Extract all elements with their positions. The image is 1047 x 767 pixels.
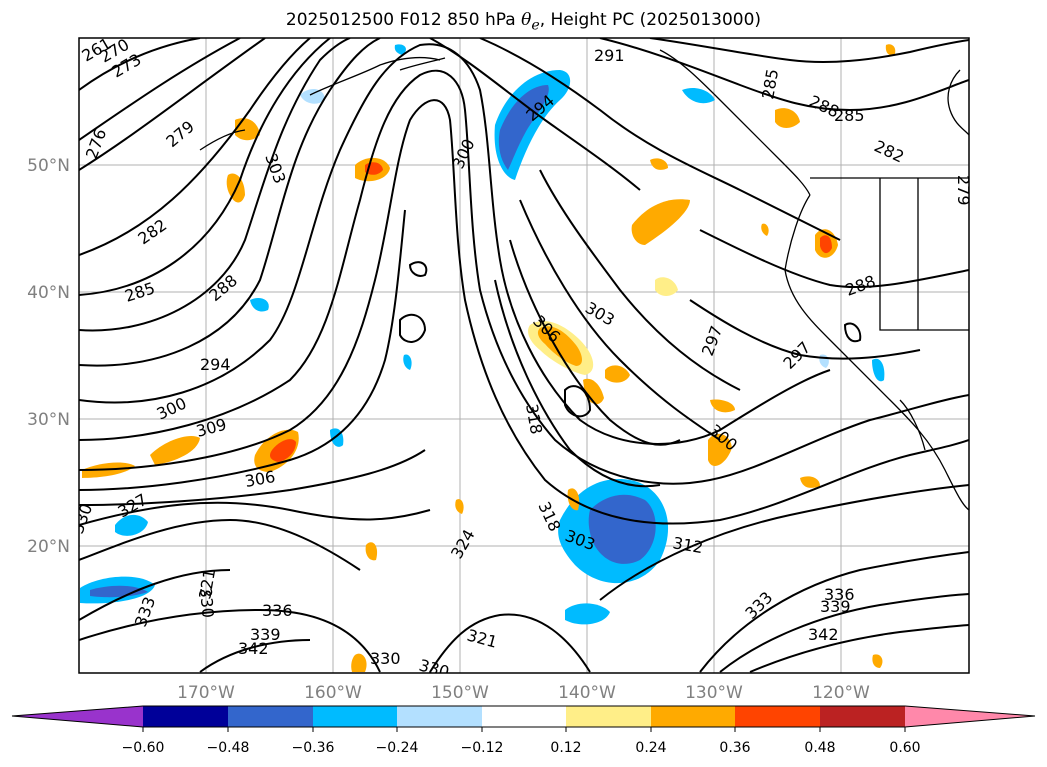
colorbar: −0.60 −0.48 −0.36 −0.24 −0.12 0.12 0.24 …	[11, 705, 1036, 756]
contour-lines	[79, 38, 969, 673]
colorbar-swatch	[397, 706, 482, 727]
colorbar-tick-label: 0.36	[719, 740, 750, 756]
colorbar-swatch	[482, 706, 566, 727]
lat-label-40n: 40°N	[27, 283, 70, 303]
colorbar-swatch	[651, 706, 735, 727]
lat-label-30n: 30°N	[27, 410, 70, 430]
longitude-labels: 170°W 160°W 150°W 140°W 130°W 120°W	[177, 683, 870, 703]
contour-label: 342	[808, 625, 839, 644]
map-title: 2025012500 F012 850 hPa θe, Height PC (2…	[285, 10, 762, 34]
contour-label: 285	[834, 106, 865, 125]
colorbar-tick-label: 0.12	[550, 740, 581, 756]
map-frame	[78, 37, 970, 674]
colorbar-tick-label: −0.36	[292, 740, 335, 756]
colorbar-swatch	[735, 706, 820, 727]
contour-label: 330	[196, 587, 218, 619]
colorbar-swatch	[566, 706, 651, 727]
colorbar-swatch	[820, 706, 905, 727]
lon-label-170w: 170°W	[177, 683, 235, 703]
colorbar-tick-label: −0.48	[207, 740, 250, 756]
colorbar-tick-label: −0.60	[122, 740, 165, 756]
contour-label: 336	[824, 585, 855, 604]
contour-label: 330	[370, 649, 401, 668]
lon-label-130w: 130°W	[685, 683, 743, 703]
colorbar-swatch	[143, 706, 228, 727]
contour-label: 336	[262, 601, 293, 620]
lon-label-120w: 120°W	[812, 683, 870, 703]
lat-label-20n: 20°N	[27, 537, 70, 557]
colorbar-swatch	[228, 706, 313, 727]
contour-label: 339	[820, 597, 851, 616]
lat-label-50n: 50°N	[27, 156, 70, 176]
contour-label: 294	[200, 355, 231, 374]
latitude-labels: 50°N 40°N 30°N 20°N	[27, 156, 70, 557]
lon-label-140w: 140°W	[558, 683, 616, 703]
contour-label: 279	[954, 175, 973, 206]
colorbar-tick-label: −0.12	[461, 740, 504, 756]
contour-label: 342	[238, 639, 269, 658]
colorbar-tick-label: −0.24	[376, 740, 419, 756]
contour-label: 339	[250, 625, 281, 644]
contour-label: 291	[594, 46, 625, 65]
coastlines	[199, 49, 969, 511]
colorbar-swatch	[313, 706, 397, 727]
colorbar-tick-label: 0.48	[804, 740, 835, 756]
lon-label-150w: 150°W	[431, 683, 489, 703]
colorbar-tick-label: 0.24	[635, 740, 666, 756]
lon-label-160w: 160°W	[304, 683, 362, 703]
positive-anomaly-fills	[82, 44, 896, 672]
colorbar-tick-label: 0.60	[889, 740, 920, 756]
colorbar-extend-right	[905, 706, 1035, 727]
colorbar-extend-left	[12, 706, 143, 727]
gridlines	[79, 38, 969, 673]
